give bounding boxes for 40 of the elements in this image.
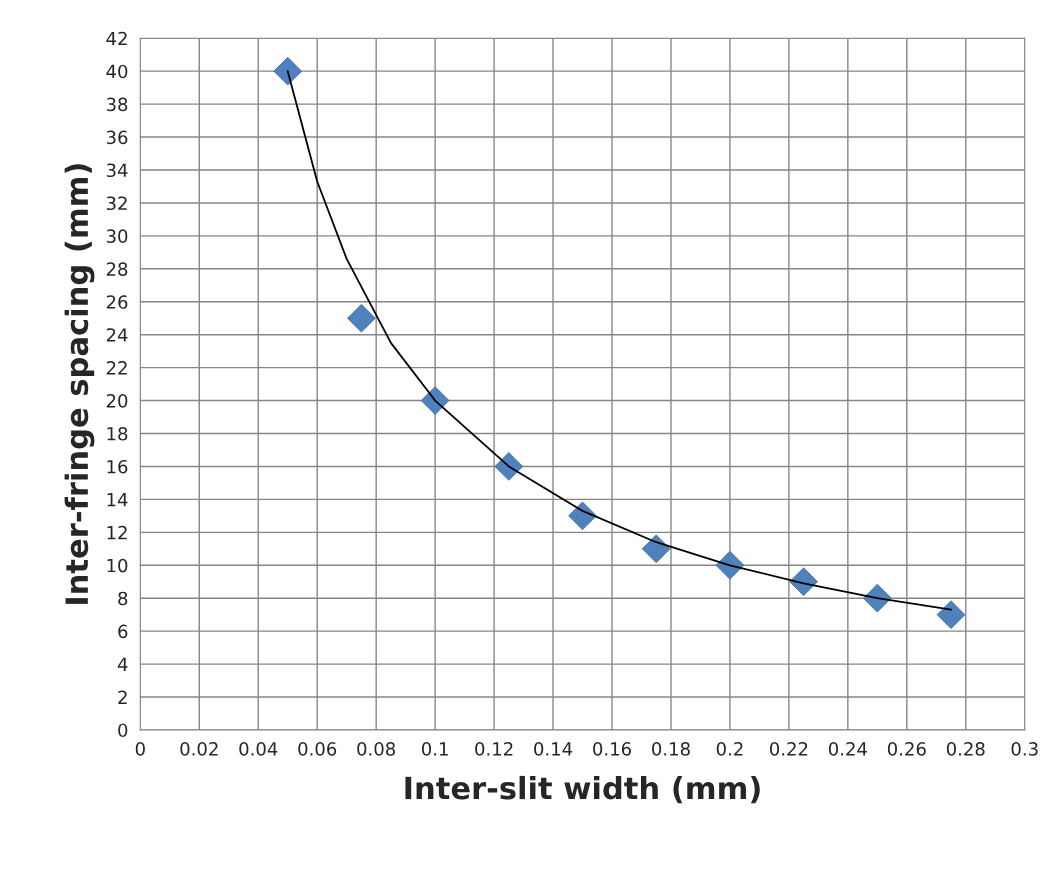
x-tick-label: 0.24	[828, 742, 867, 756]
y-tick-label: 2	[118, 690, 127, 704]
x-tick-label: 0	[135, 742, 145, 756]
y-tick-label: 10	[107, 558, 128, 573]
x-tick-label: 0.06	[298, 742, 337, 756]
x-tick-label: 0.3	[1011, 742, 1038, 756]
x-tick-label: 0.16	[593, 742, 631, 756]
y-tick-label: 30	[106, 229, 128, 243]
y-tick-label: 16	[107, 459, 128, 474]
x-tick-label: 0.26	[887, 742, 926, 756]
y-tick-label: 36	[106, 130, 128, 145]
x-tick-label: 0.28	[946, 742, 985, 756]
y-tick-label: 4	[117, 657, 128, 671]
x-tick-label: 0.04	[239, 742, 278, 756]
y-tick-label: 0	[118, 723, 128, 738]
y-tick-label: 26	[106, 295, 128, 309]
y-tick-label: 40	[106, 64, 128, 79]
y-tick-label: 6	[118, 624, 128, 639]
y-tick-label: 18	[107, 426, 128, 441]
y-tick-label: 14	[107, 493, 128, 507]
x-tick-label: 0.14	[534, 742, 573, 756]
y-tick-label: 34	[106, 163, 128, 178]
x-tick-label: 0.22	[769, 742, 808, 756]
y-tick-label: 20	[106, 394, 128, 408]
x-tick-label: 0.12	[475, 742, 513, 756]
x-tick-label: 0.1	[421, 742, 448, 756]
y-tick-label: 28	[106, 262, 128, 276]
x-axis-title: Inter-slit width (mm)	[405, 775, 760, 804]
y-axis-title: Inter-fringe spacing (mm)	[64, 164, 95, 604]
y-tick-label: 38	[106, 97, 128, 112]
y-tick-label: 8	[118, 591, 128, 606]
y-tick-label: 32	[106, 196, 127, 211]
y-tick-label: 22	[106, 361, 127, 375]
y-tick-label: 24	[106, 328, 128, 342]
y-tick-label: 42	[106, 31, 127, 46]
x-tick-label: 0.08	[357, 742, 396, 756]
y-tick-label: 12	[107, 525, 127, 540]
x-tick-label: 0.2	[716, 742, 743, 756]
x-tick-label: 0.02	[180, 742, 218, 756]
x-tick-label: 0.18	[652, 742, 690, 756]
